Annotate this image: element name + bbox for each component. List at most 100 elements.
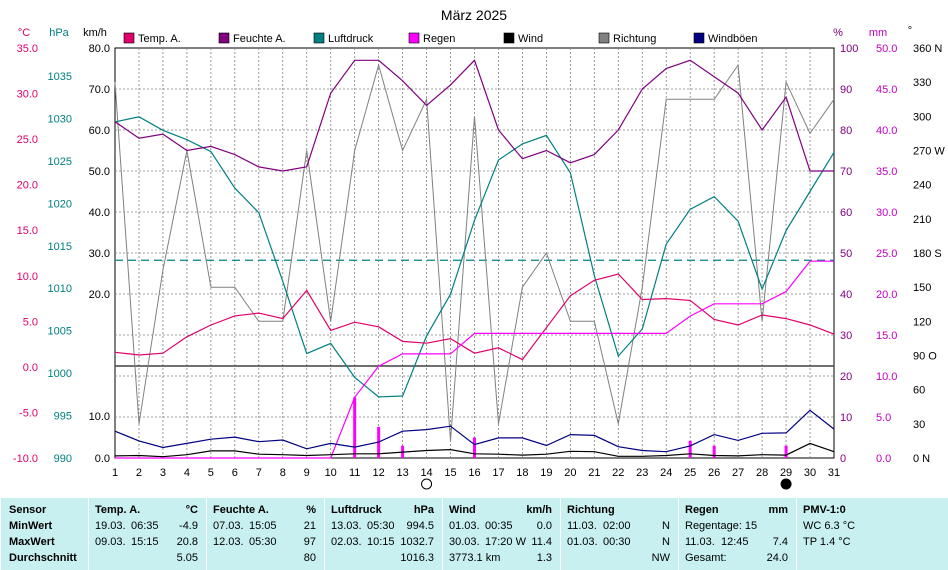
stats-hum-min-val: 21: [303, 520, 316, 532]
stats-rain-total-label: Gesamt:: [685, 552, 727, 564]
tick-day: 18: [516, 467, 528, 479]
tick-direction: 150: [913, 282, 931, 294]
tick-direction: 240: [913, 180, 931, 192]
unit-wind: km/h: [83, 27, 107, 39]
stats-col-pressure: Luftdruck hPa 13.03. 05:30 994.5 02.03. …: [324, 498, 442, 570]
unit-pressure: hPa: [49, 27, 69, 39]
stats-wind-max-val: 11.4: [531, 536, 552, 548]
stats-press-min-val: 994.5: [406, 520, 434, 532]
tick-day: 7: [256, 467, 262, 479]
legend-swatch-5: [598, 32, 610, 44]
stats-rain-max-date: 11.03.: [685, 536, 715, 548]
tick-direction: 210: [913, 214, 931, 226]
tick-temperature: 5.0: [23, 316, 38, 328]
tick-direction: 30: [913, 419, 925, 431]
tick-rain: 5.0: [876, 412, 891, 424]
tick-temperature: 25.0: [17, 134, 38, 146]
tick-pressure: 990: [54, 453, 72, 465]
new-moon-icon: [780, 478, 792, 490]
stats-dir-min-time: 02:00: [603, 520, 631, 532]
tick-day: 3: [160, 467, 166, 479]
tick-temperature: 30.0: [17, 89, 38, 101]
tick-humidity: 30: [840, 330, 852, 342]
tick-temperature: 20.0: [17, 180, 38, 192]
tick-day: 4: [184, 467, 190, 479]
stats-rain-unit: mm: [768, 504, 788, 516]
tick-day: 13: [396, 467, 408, 479]
series-wind: [114, 442, 835, 458]
stats-temp-avg: 5.05: [176, 552, 198, 564]
tick-direction: 120: [913, 316, 931, 328]
tick-rain: 15.0: [876, 330, 897, 342]
stats-rain-days: Regentage: 15: [685, 520, 758, 532]
tick-wind-upper: 40.0: [89, 207, 110, 219]
stats-pmv-tp: TP 1.4 °C: [803, 536, 851, 548]
legend-swatch-6: [693, 32, 705, 44]
series-richtung: [114, 63, 835, 441]
tick-day: 21: [588, 467, 600, 479]
stats-wind-max-dir: W: [515, 536, 526, 548]
stats-wind-unit: km/h: [526, 504, 552, 516]
unit-direction: °: [908, 25, 912, 37]
axis-labels: 35.030.025.020.015.010.05.00.0-5.0-10.01…: [13, 43, 945, 479]
tick-day: 8: [280, 467, 286, 479]
tick-humidity: 60: [840, 207, 852, 219]
tick-humidity: 80: [840, 125, 852, 137]
legend-swatch-4: [503, 32, 515, 44]
tick-rain: 30.0: [876, 207, 897, 219]
tick-wind-upper: 60.0: [89, 125, 110, 137]
stats-press-min-date: 13.03.: [331, 520, 362, 532]
tick-day: 5: [208, 467, 214, 479]
tick-direction: 300: [913, 111, 931, 123]
stats-wind-total: 3773.1 km: [449, 552, 501, 564]
tick-pressure: 1030: [48, 113, 72, 125]
tick-direction: 360 N: [913, 43, 942, 55]
series-regen-kumuliert: [115, 260, 834, 459]
stats-wind-min-date: 01.03.: [449, 520, 480, 532]
statistics-panel: Sensor MinWert MaxWert Durchschnitt Temp…: [0, 498, 948, 570]
tick-humidity: 0: [840, 453, 846, 465]
tick-humidity: 40: [840, 289, 852, 301]
stats-hum-title: Feuchte A.: [213, 504, 269, 516]
stats-temp-max-val: 20.8: [176, 536, 198, 548]
tick-day: 1: [112, 467, 118, 479]
tick-temperature: 10.0: [17, 271, 38, 283]
stats-sensor-title: Sensor: [9, 504, 47, 516]
tick-humidity: 10: [840, 412, 852, 424]
stats-col-sensor: Sensor MinWert MaxWert Durchschnitt: [0, 498, 88, 570]
tick-pressure: 1010: [48, 283, 72, 295]
stats-col-humidity: Feuchte A. % 07.03. 15:05 21 12.03. 05:3…: [206, 498, 324, 570]
tick-temperature: 15.0: [17, 225, 38, 237]
legend-label-5: Richtung: [613, 33, 656, 45]
tick-pressure: 995: [54, 411, 72, 423]
tick-day: 28: [756, 467, 768, 479]
tick-rain: 10.0: [876, 371, 897, 383]
tick-pressure: 1025: [48, 156, 72, 168]
legend-swatch-0: [123, 32, 135, 44]
tick-day: 15: [444, 467, 456, 479]
stats-col-wind: Wind km/h 01.03. 00:35 0.0 30.03. 17:20 …: [442, 498, 560, 570]
tick-pressure: 1005: [48, 326, 72, 338]
tick-rain: 0.0: [876, 453, 891, 465]
tick-pressure: 1000: [48, 368, 72, 380]
tick-humidity: 20: [840, 371, 852, 383]
stats-temp-title: Temp. A.: [95, 504, 141, 516]
tick-rain: 50.0: [876, 43, 897, 55]
legend-swatch-1: [218, 32, 230, 44]
tick-day: 24: [660, 467, 672, 479]
stats-press-min-time: 05:30: [367, 520, 395, 532]
tick-wind-upper: 70.0: [89, 84, 110, 96]
tick-direction: 60: [913, 385, 925, 397]
stats-press-unit: hPa: [413, 504, 434, 516]
tick-day: 26: [708, 467, 720, 479]
tick-wind-upper: 80.0: [89, 43, 110, 55]
tick-direction: 270 W: [913, 146, 945, 158]
tick-humidity: 90: [840, 84, 852, 96]
stats-rain-max-time: 12:45: [721, 536, 749, 548]
tick-temperature: -5.0: [19, 407, 38, 419]
tick-day: 16: [468, 467, 480, 479]
tick-rain: 45.0: [876, 84, 897, 96]
tick-day: 31: [828, 467, 840, 479]
stats-col-direction: Richtung 11.03. 02:00 N 01.03. 00:30 N N…: [560, 498, 678, 570]
stats-dir-min-date: 11.03.: [567, 520, 597, 532]
